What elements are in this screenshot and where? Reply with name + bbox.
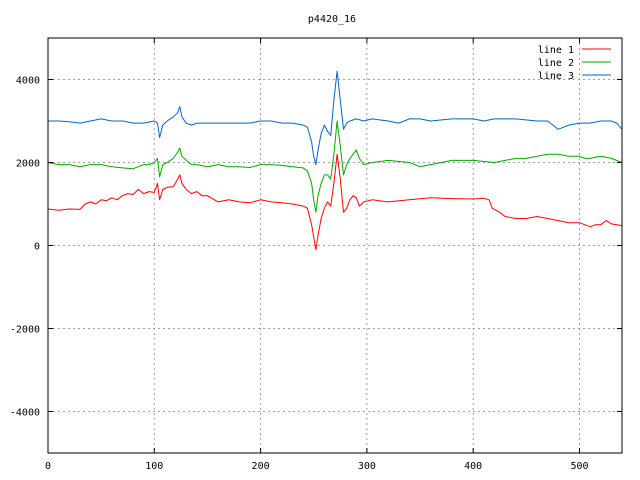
legend-label: line 2	[538, 58, 574, 69]
series-line-2	[47, 120, 623, 213]
legend: line 1 line 2 line 3	[538, 45, 611, 82]
chart-title: p4420_16	[308, 14, 356, 25]
y-tick-label: -4000	[10, 408, 40, 419]
x-tick-label: 200	[252, 461, 270, 472]
series-line-1	[47, 153, 623, 251]
x-tick-label: 400	[464, 461, 482, 472]
x-tick-label: 0	[45, 461, 51, 472]
x-tick-label: 100	[145, 461, 163, 472]
axis-ticks: 0 100 200 300 400 500 -4000 -2000 0 2000 4000	[10, 38, 622, 472]
x-tick-label: 300	[358, 461, 376, 472]
y-tick-label: -2000	[10, 325, 40, 336]
x-tick-label: 500	[570, 461, 588, 472]
series-line-3	[48, 70, 623, 166]
legend-label: line 1	[538, 45, 574, 56]
legend-label: line 3	[538, 71, 574, 82]
y-tick-label: 0	[34, 242, 40, 253]
grid-lines	[48, 38, 622, 453]
series-lines	[47, 70, 623, 251]
y-tick-label: 2000	[16, 159, 40, 170]
y-tick-label: 4000	[16, 76, 40, 87]
